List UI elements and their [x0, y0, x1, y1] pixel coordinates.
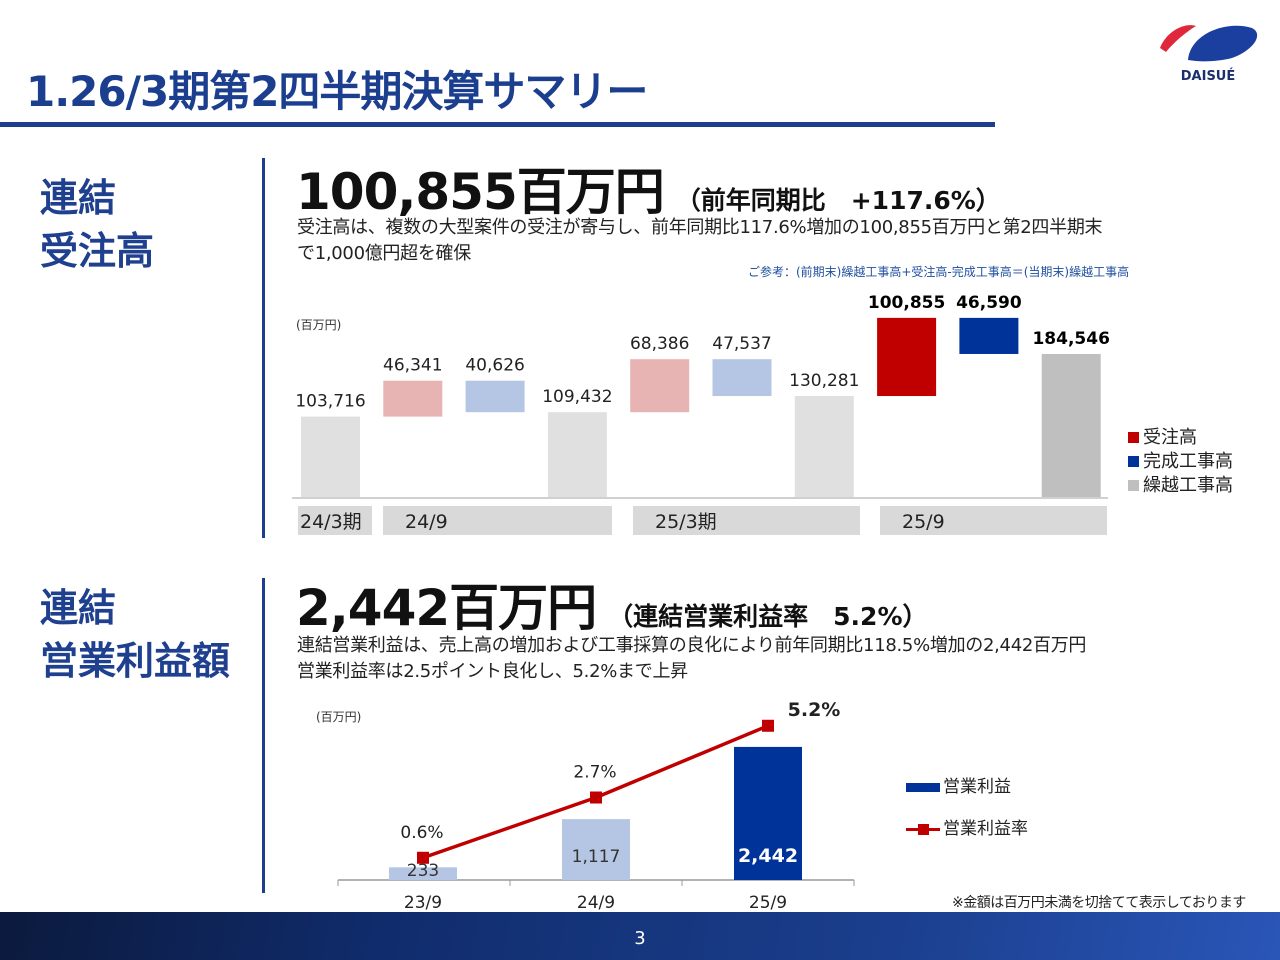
waterfall-bar-orders	[630, 359, 690, 413]
profit-value: 2,442百万円	[296, 579, 597, 637]
footnote: ※金額は百万円未満を切捨てて表示しております	[952, 895, 1246, 911]
profit-bar-label: 233	[407, 861, 439, 881]
margin-marker	[762, 719, 774, 732]
title-underline	[0, 122, 995, 127]
legend-item-completed: 完成工事高	[1128, 450, 1233, 474]
orders-yoy: （前年同期比 +117.6%）	[675, 186, 1001, 215]
waterfall-bar-orders	[877, 317, 937, 397]
waterfall-legend: 受注高 完成工事高 繰越工事高	[1128, 426, 1233, 498]
orders-headline: 100,855百万円 （前年同期比 +117.6%）	[296, 152, 1001, 224]
profit-margin: （連結営業利益率 5.2%）	[608, 602, 928, 631]
legend-swatch	[1128, 480, 1139, 491]
period-label: 24/3期	[300, 511, 362, 533]
waterfall-data-label: 40,626	[465, 356, 524, 376]
waterfall-bar-orders	[383, 380, 443, 417]
period-label: 25/3期	[655, 511, 717, 533]
x-tick-label: 23/9	[404, 893, 442, 912]
legend-item-orders: 受注高	[1128, 426, 1233, 450]
period-label: 24/9	[405, 511, 448, 533]
waterfall-data-label: 184,546	[1032, 329, 1109, 349]
period-band	[298, 506, 372, 535]
waterfall-data-label: 47,537	[712, 334, 771, 354]
section-label-operating-profit: 連結 営業利益額	[40, 586, 231, 683]
waterfall-chart: 103,716 46,341 40,626 109,432 68,386 47,537 13…	[292, 293, 1110, 535]
legend-swatch	[1128, 456, 1139, 467]
waterfall-bar-completed	[465, 380, 525, 413]
margin-data-label: 5.2%	[788, 699, 841, 721]
period-band	[880, 506, 1107, 535]
profit-bar-label: 2,442	[738, 845, 798, 867]
waterfall-data-label: 46,341	[383, 356, 442, 376]
orders-value: 100,855百万円	[296, 163, 665, 221]
waterfall-data-label: 103,716	[295, 392, 365, 412]
profit-bar	[734, 746, 802, 880]
legend-item-margin: 営業利益率	[906, 814, 1028, 839]
x-tick-label: 25/9	[749, 893, 787, 912]
legend-swatch	[1128, 432, 1139, 443]
waterfall-data-label: 100,855	[868, 293, 945, 313]
period-band	[633, 506, 860, 535]
daisue-logo: DAISUÉ	[1160, 25, 1258, 84]
legend-item-backlog: 繰越工事高	[1128, 474, 1233, 498]
margin-data-label: 0.6%	[400, 823, 443, 843]
reference-formula: ご参考：(前期末)繰越工事高+受注高-完成工事高＝(当期末)繰越工事高	[748, 265, 1130, 279]
margin-marker	[417, 851, 429, 864]
waterfall-bar-completed	[959, 317, 1019, 354]
x-tick-label: 24/9	[577, 893, 615, 912]
waterfall-bar-completed	[712, 359, 772, 397]
page-title: 1.26/3期第2四半期決算サマリー	[26, 67, 648, 116]
legend-swatch	[906, 783, 940, 792]
margin-marker	[590, 791, 602, 804]
waterfall-data-label: 46,590	[956, 293, 1022, 313]
legend-line-marker	[906, 823, 940, 835]
waterfall-bar-backlog	[1041, 353, 1101, 497]
section-divider	[262, 158, 265, 538]
section-divider	[262, 578, 265, 893]
profit-bar	[389, 867, 457, 880]
orders-description: 受注高は、複数の大型案件の受注が寄与し、前年同期比117.6%増加の100,85…	[297, 217, 1103, 264]
waterfall-unit-label: (百万円)	[296, 318, 342, 332]
profit-bar-label: 1,117	[572, 847, 621, 867]
profit-chart: 233 23/9 1,117 24/9 2,442 25/9 0.6% 2.7% 5.2%	[337, 699, 855, 912]
footer-bar	[0, 912, 1280, 960]
profit-bar	[562, 819, 630, 880]
waterfall-bar-backlog	[547, 412, 607, 497]
period-band	[383, 506, 612, 535]
section-label-orders: 連結 受注高	[40, 176, 155, 273]
waterfall-data-label: 130,281	[789, 371, 859, 391]
profit-headline: 2,442百万円 （連結営業利益率 5.2%）	[296, 568, 928, 640]
waterfall-data-label: 68,386	[630, 334, 689, 354]
svg-text:DAISUÉ: DAISUÉ	[1181, 68, 1236, 84]
profit-legend: 営業利益 営業利益率	[906, 772, 1028, 839]
waterfall-bar-backlog	[794, 396, 854, 497]
waterfall-data-label: 109,432	[542, 387, 612, 407]
page-number: 3	[634, 928, 646, 949]
legend-item-profit: 営業利益	[906, 772, 1028, 814]
margin-data-label: 2.7%	[573, 763, 616, 783]
profit-unit-label: (百万円)	[316, 710, 362, 724]
period-label: 25/9	[902, 511, 945, 533]
waterfall-bar-backlog	[301, 416, 360, 497]
profit-description: 連結営業利益は、売上高の増加および工事採算の良化により前年同期比118.5%増加…	[297, 635, 1087, 682]
